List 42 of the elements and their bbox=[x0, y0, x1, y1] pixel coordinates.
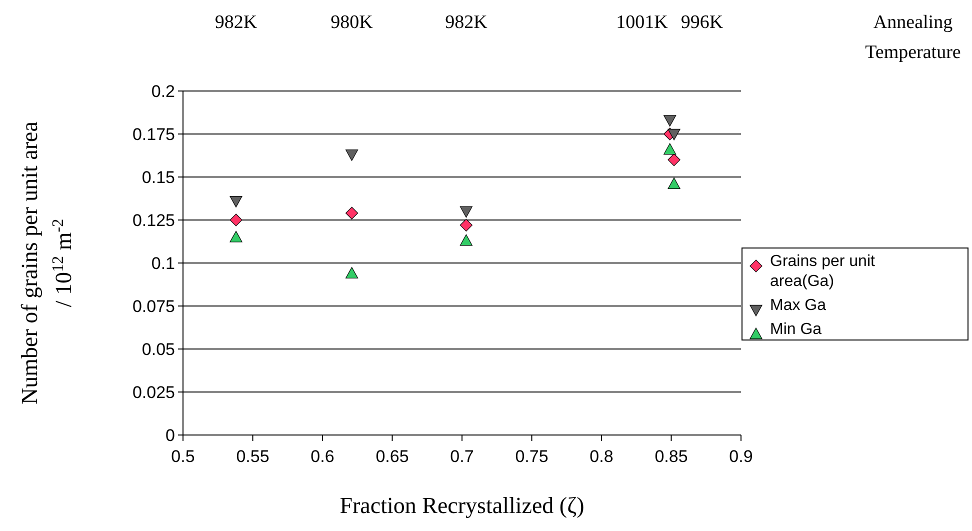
y-tick-label: 0.125 bbox=[132, 210, 175, 230]
x-axis-title: Fraction Recrystallized (ζ) bbox=[340, 493, 584, 518]
y-tick-label: 0.025 bbox=[132, 382, 175, 402]
point bbox=[230, 230, 242, 242]
point bbox=[345, 206, 358, 220]
text: 996K bbox=[680, 12, 724, 33]
text: Annealing Temperature bbox=[865, 12, 961, 63]
x-tick-label: 0.6 bbox=[310, 447, 334, 466]
legend-label: Min Ga bbox=[770, 321, 822, 338]
legend-label: Max Ga bbox=[770, 297, 826, 314]
x-tick-label: 0.8 bbox=[590, 447, 614, 466]
x-tick-label: 0.65 bbox=[376, 447, 409, 466]
point bbox=[345, 150, 358, 161]
y-tick-label: 0.075 bbox=[132, 296, 175, 316]
point bbox=[460, 234, 472, 246]
y-tick-label: 0.2 bbox=[151, 82, 175, 101]
point bbox=[664, 143, 676, 155]
y-tick-label: 0.175 bbox=[132, 124, 175, 144]
point bbox=[460, 218, 472, 232]
y-tick-label: 0.15 bbox=[142, 168, 175, 187]
text: 982K bbox=[214, 12, 258, 33]
point bbox=[345, 267, 358, 278]
x-tick-label: 0.85 bbox=[654, 447, 688, 466]
point bbox=[230, 214, 242, 226]
point bbox=[460, 206, 472, 218]
y-tick-label: 0.1 bbox=[151, 254, 175, 273]
x-tick-label: 0.55 bbox=[236, 447, 270, 466]
point bbox=[664, 115, 676, 127]
point bbox=[668, 178, 680, 189]
y-tick-label: 0.05 bbox=[142, 340, 175, 359]
text: 980K bbox=[330, 12, 374, 33]
text: 982K bbox=[445, 12, 488, 33]
y-tick-label: 0 bbox=[166, 426, 175, 445]
point bbox=[668, 128, 680, 140]
point bbox=[668, 154, 680, 166]
x-tick-label: 0.7 bbox=[450, 447, 474, 466]
legend-label: Grains per unit area(Ga) bbox=[770, 253, 876, 290]
x-tick-label: 0.5 bbox=[171, 447, 195, 466]
x-tick-label: 0.9 bbox=[729, 447, 753, 466]
x-tick-label: 0.75 bbox=[515, 447, 548, 466]
text: 1001K bbox=[616, 12, 668, 33]
point bbox=[230, 196, 242, 208]
